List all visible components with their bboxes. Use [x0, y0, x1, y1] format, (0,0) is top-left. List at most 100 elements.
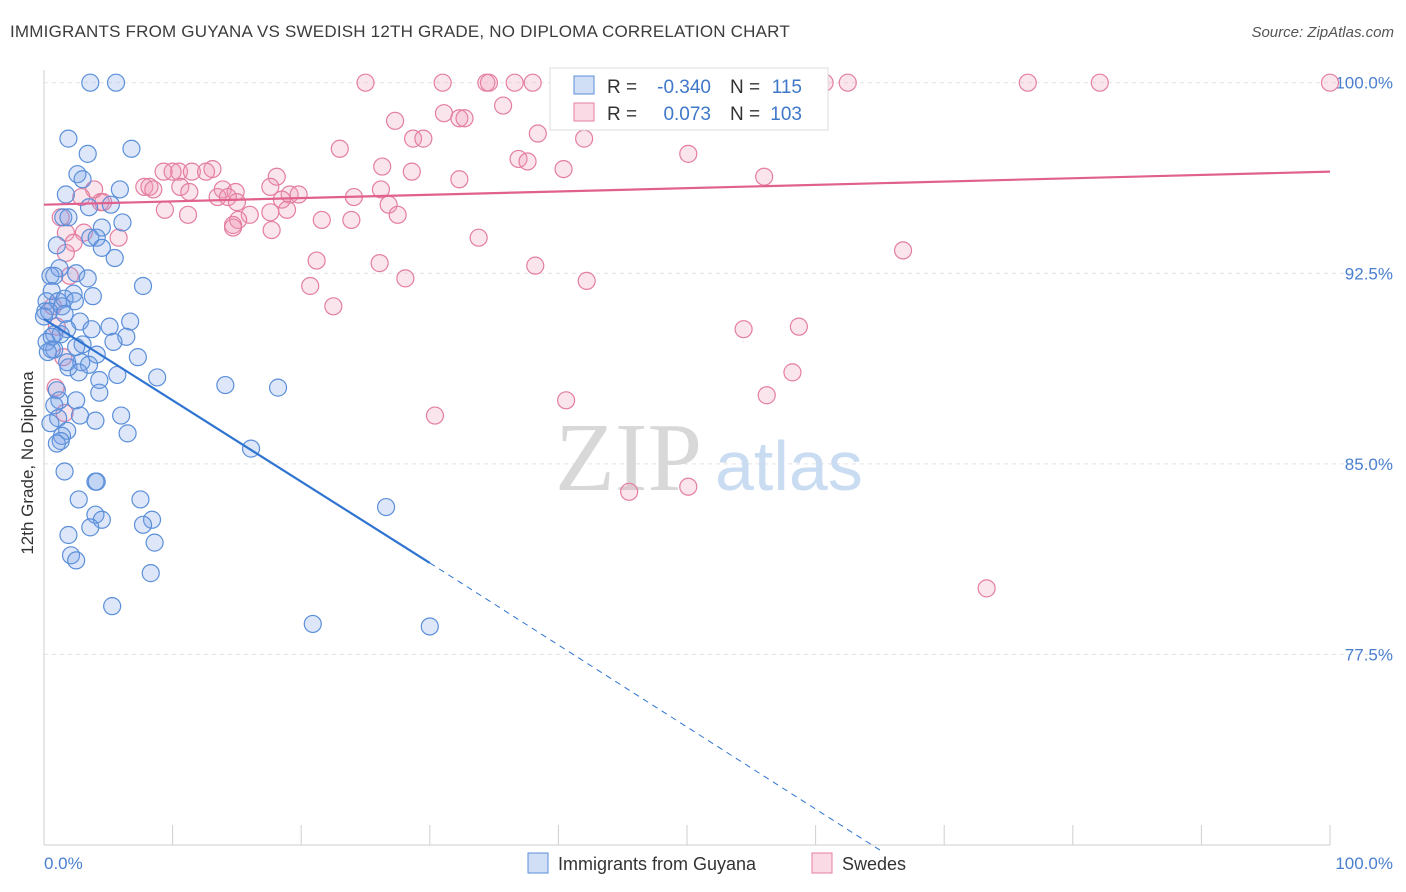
data-point-swedes	[757, 386, 776, 405]
x-tick-label-max: 100.0%	[1335, 854, 1393, 873]
data-point-guyana	[79, 355, 99, 374]
data-point-swedes	[425, 406, 445, 425]
data-point-swedes	[755, 167, 774, 186]
data-point-guyana	[87, 472, 106, 491]
trend-line-guyana	[43, 318, 431, 564]
data-point-swedes	[223, 218, 243, 237]
data-point-guyana	[121, 312, 140, 331]
data-point-swedes	[434, 104, 454, 123]
data-point-swedes	[450, 109, 469, 128]
watermark-zip: ZIP	[555, 404, 702, 512]
data-point-swedes	[557, 391, 576, 410]
y-tick-label: 85.0%	[1345, 455, 1393, 474]
data-point-guyana	[69, 490, 88, 509]
data-point-guyana	[90, 370, 109, 390]
data-point-swedes	[370, 254, 389, 273]
data-point-guyana	[81, 73, 100, 92]
data-point-swedes	[554, 159, 573, 179]
series-legend-swatch-swedes	[811, 852, 833, 874]
legend-swatch-guyana	[573, 75, 595, 95]
data-point-guyana	[78, 144, 97, 163]
data-point-swedes	[620, 482, 639, 501]
data-point-swedes	[261, 203, 280, 222]
correlation-legend: R = -0.340 N = 115 R = 0.073 N = 103	[549, 67, 829, 131]
data-point-guyana	[376, 497, 396, 517]
data-point-swedes	[182, 162, 201, 181]
data-point-swedes	[261, 177, 280, 196]
data-point-swedes	[1018, 73, 1037, 92]
data-point-swedes	[414, 129, 433, 148]
data-point-swedes	[528, 124, 547, 143]
data-point-guyana	[38, 342, 57, 362]
data-point-guyana	[73, 170, 92, 189]
data-point-swedes	[575, 129, 594, 148]
data-point-guyana	[47, 236, 66, 255]
data-point-swedes	[155, 200, 174, 219]
data-point-guyana	[113, 213, 132, 232]
data-point-swedes	[402, 162, 421, 181]
source-credit: Source: ZipAtlas.com	[1251, 24, 1394, 41]
data-point-guyana	[268, 378, 288, 397]
data-point-swedes	[267, 167, 286, 186]
swedes-points	[43, 73, 1340, 598]
data-point-guyana	[92, 238, 111, 257]
legend-r-value-swedes: 0.073	[663, 104, 711, 125]
data-point-guyana	[303, 614, 322, 634]
data-point-swedes	[342, 210, 361, 230]
data-point-guyana	[105, 248, 124, 268]
data-point-guyana	[216, 375, 235, 395]
data-point-swedes	[577, 271, 596, 291]
data-point-swedes	[330, 139, 349, 158]
data-point-guyana	[79, 198, 99, 217]
data-point-swedes	[479, 73, 499, 92]
chart-title: IMMIGRANTS FROM GUYANA VS SWEDISH 12TH G…	[10, 22, 790, 41]
legend-n-value-guyana: 115	[772, 77, 802, 98]
guyana-points	[34, 73, 439, 636]
legend-r-value-guyana: -0.340	[657, 77, 711, 98]
data-point-guyana	[47, 434, 66, 453]
data-point-guyana	[67, 391, 86, 410]
data-point-guyana	[59, 525, 78, 545]
data-point-guyana	[41, 414, 60, 433]
data-point-swedes	[518, 152, 537, 171]
data-point-swedes	[1090, 73, 1109, 92]
data-point-guyana	[104, 332, 123, 351]
y-axis-label: 12th Grade, No Diploma	[18, 371, 37, 555]
data-point-guyana	[81, 228, 100, 247]
data-point-guyana	[69, 363, 88, 382]
data-point-swedes	[227, 193, 246, 212]
series-legend: Immigrants from Guyana Swedes	[527, 852, 906, 874]
legend-n-label-swedes: N =	[730, 104, 760, 125]
data-point-guyana	[56, 185, 75, 204]
data-point-swedes	[144, 180, 163, 199]
data-point-guyana	[87, 228, 106, 247]
data-point-guyana	[148, 368, 167, 387]
data-point-guyana	[122, 139, 141, 158]
data-point-guyana	[103, 597, 122, 616]
legend-n-label-guyana: N =	[730, 77, 760, 98]
data-point-guyana	[59, 129, 78, 148]
data-point-swedes	[72, 187, 91, 207]
legend-r-label-guyana: R =	[607, 77, 637, 98]
data-point-guyana	[67, 337, 86, 357]
data-point-guyana	[40, 302, 59, 321]
data-point-guyana	[112, 406, 131, 425]
data-point-guyana	[133, 276, 153, 296]
data-point-guyana	[92, 218, 111, 237]
data-point-guyana	[128, 348, 147, 367]
data-point-guyana	[86, 411, 105, 430]
trend-line-swedes	[43, 170, 1331, 206]
data-point-swedes	[526, 256, 545, 275]
data-point-guyana	[420, 617, 439, 636]
axes: 77.5% 85.0% 92.5% 100.0% 0.0% 100.0%	[43, 70, 1393, 873]
watermark: ZIP atlas	[555, 404, 863, 512]
data-point-swedes	[450, 170, 469, 189]
legend-n-value-swedes: 103	[770, 104, 802, 125]
data-point-guyana	[83, 287, 102, 306]
data-point-swedes	[171, 177, 190, 196]
data-point-swedes	[403, 129, 423, 148]
data-point-swedes	[893, 241, 913, 260]
data-point-guyana	[61, 546, 81, 565]
data-point-guyana	[81, 518, 100, 537]
series-legend-label-guyana: Immigrants from Guyana	[558, 854, 757, 874]
